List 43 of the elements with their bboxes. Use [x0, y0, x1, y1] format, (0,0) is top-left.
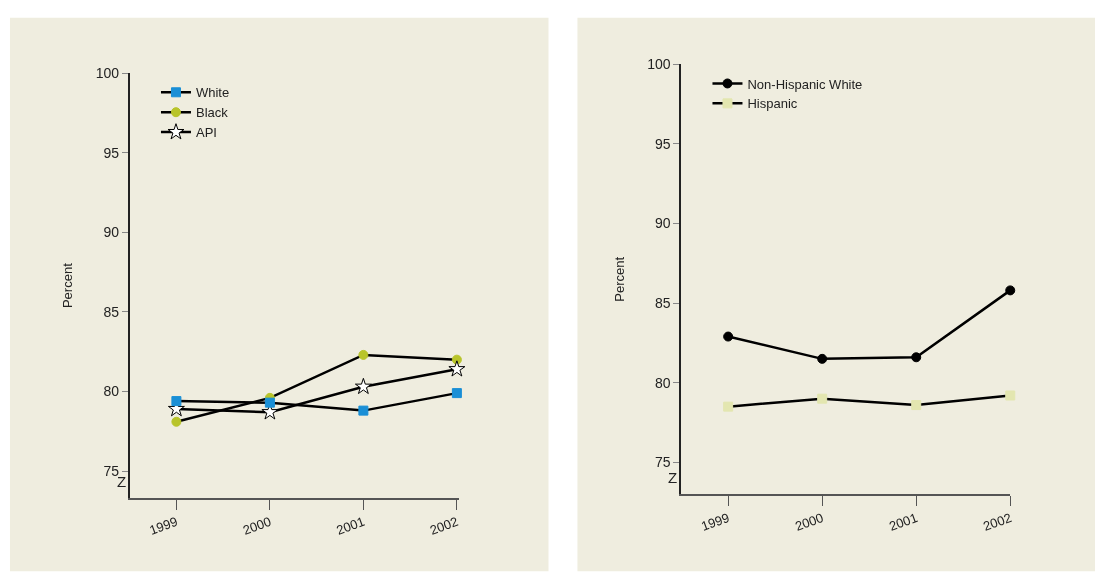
y-tick-label: 90 — [655, 215, 671, 232]
y-tick-label: 95 — [103, 144, 120, 161]
y-tick-label: 95 — [655, 135, 671, 152]
point — [1005, 390, 1016, 401]
x-tick-label: 2000 — [240, 513, 274, 538]
legend-label: White — [195, 85, 230, 101]
y-axis-title: Percent — [611, 256, 627, 302]
x-tick-label: 2000 — [793, 509, 826, 534]
x-tick-label: 1999 — [699, 509, 732, 534]
point — [358, 405, 369, 416]
x-tick-label: 1999 — [147, 513, 180, 538]
point — [1005, 285, 1016, 296]
point — [171, 396, 182, 407]
legend-label: Non-Hispanic White — [747, 76, 863, 92]
legend-label: Black — [195, 105, 229, 121]
y-axis-title: Percent — [60, 262, 76, 309]
point — [451, 388, 462, 399]
x-tick-label: 2002 — [981, 509, 1014, 534]
point — [817, 393, 828, 404]
y-tick-label: 75 — [655, 454, 671, 471]
point — [448, 360, 466, 377]
point — [171, 416, 182, 427]
y-tick-label: 90 — [103, 224, 120, 241]
legend-label: API — [195, 125, 217, 141]
y-tick-label: 80 — [103, 383, 120, 400]
point — [817, 353, 828, 364]
y-tick-label: 85 — [655, 295, 671, 312]
text: Z — [668, 469, 678, 486]
legend-label: Hispanic — [747, 96, 798, 112]
point — [358, 349, 369, 360]
y-tick-label: 80 — [655, 374, 671, 391]
point — [723, 331, 734, 342]
y-tick-label: 100 — [647, 56, 671, 73]
point — [354, 377, 372, 395]
y-tick-label: 100 — [95, 64, 120, 81]
x-tick-label: 2001 — [887, 509, 920, 534]
y-tick-label: 85 — [103, 303, 120, 320]
point — [723, 401, 734, 412]
x-tick-label: 2001 — [334, 513, 367, 538]
point — [264, 397, 275, 408]
point — [911, 400, 922, 411]
x-tick-label: 2002 — [427, 513, 461, 538]
point — [911, 352, 922, 363]
